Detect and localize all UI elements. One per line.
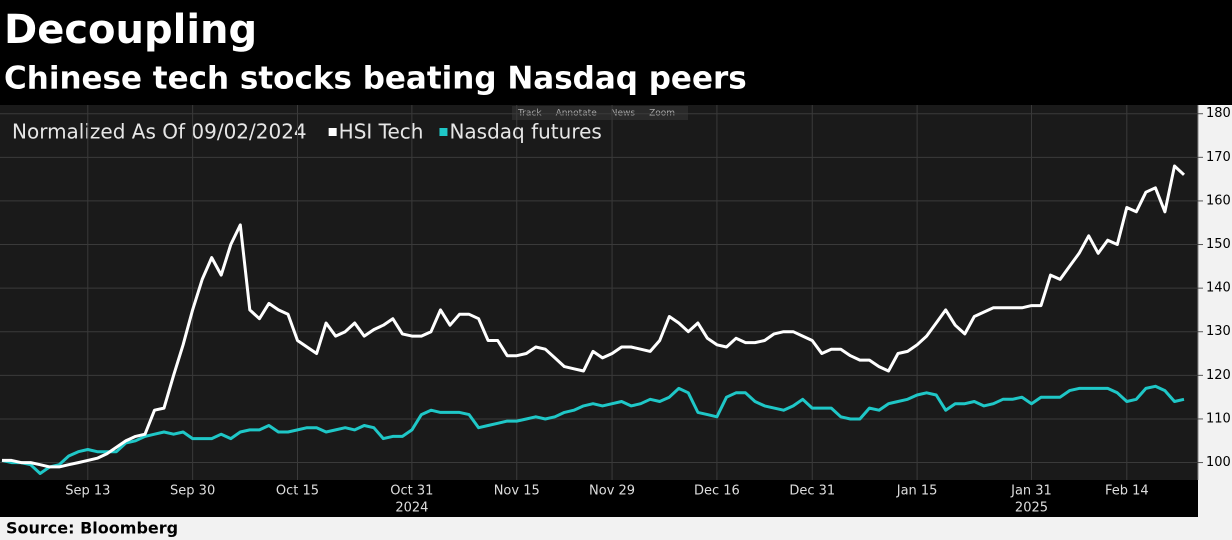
legend-swatch bbox=[439, 128, 448, 136]
y-tick-label: 100 bbox=[1206, 455, 1231, 470]
legend-label: HSI Tech bbox=[339, 120, 424, 144]
year-label: 2024 bbox=[395, 501, 428, 516]
y-tick-label: 160 bbox=[1206, 193, 1231, 208]
y-tick-label: 180 bbox=[1206, 106, 1231, 121]
toolbar-bg bbox=[512, 106, 688, 120]
y-tick-label: 150 bbox=[1206, 237, 1231, 252]
plot-area bbox=[0, 105, 1198, 480]
y-tick-label: 140 bbox=[1206, 281, 1231, 296]
x-tick-label: Jan 15 bbox=[896, 484, 938, 499]
legend-swatch bbox=[328, 128, 337, 136]
x-tick-label: Oct 15 bbox=[276, 484, 319, 499]
x-tick-label: Oct 31 bbox=[390, 484, 433, 499]
x-tick-label: Feb 14 bbox=[1105, 484, 1149, 499]
toolbar: Track Annotate News Zoom bbox=[512, 106, 688, 120]
x-tick-label: Jan 31 bbox=[1010, 484, 1052, 499]
footer-strip bbox=[0, 517, 1232, 540]
x-tick-label: Sep 30 bbox=[170, 484, 215, 499]
y-tick-label: 120 bbox=[1206, 368, 1231, 383]
x-tick-label: Nov 29 bbox=[589, 484, 635, 499]
chart-title: Decoupling bbox=[4, 7, 257, 53]
legend-label: Nasdaq futures bbox=[449, 120, 601, 144]
x-tick-label: Dec 31 bbox=[789, 484, 835, 499]
x-tick-label: Nov 15 bbox=[494, 484, 540, 499]
y-tick-label: 110 bbox=[1206, 411, 1231, 426]
x-tick-label: Sep 13 bbox=[65, 484, 110, 499]
legend-title: Normalized As Of 09/02/2024 bbox=[12, 120, 307, 144]
y-axis-strip bbox=[1198, 105, 1232, 517]
year-label: 2025 bbox=[1015, 501, 1048, 516]
series-line bbox=[1, 384, 1185, 475]
chart-subtitle: Chinese tech stocks beating Nasdaq peers bbox=[4, 61, 747, 97]
series-line bbox=[2, 164, 1186, 469]
source: Source: Bloomberg bbox=[6, 519, 178, 538]
y-tick-label: 130 bbox=[1206, 324, 1231, 339]
y-tick-label: 170 bbox=[1206, 150, 1231, 165]
x-tick-label: Dec 16 bbox=[694, 484, 740, 499]
